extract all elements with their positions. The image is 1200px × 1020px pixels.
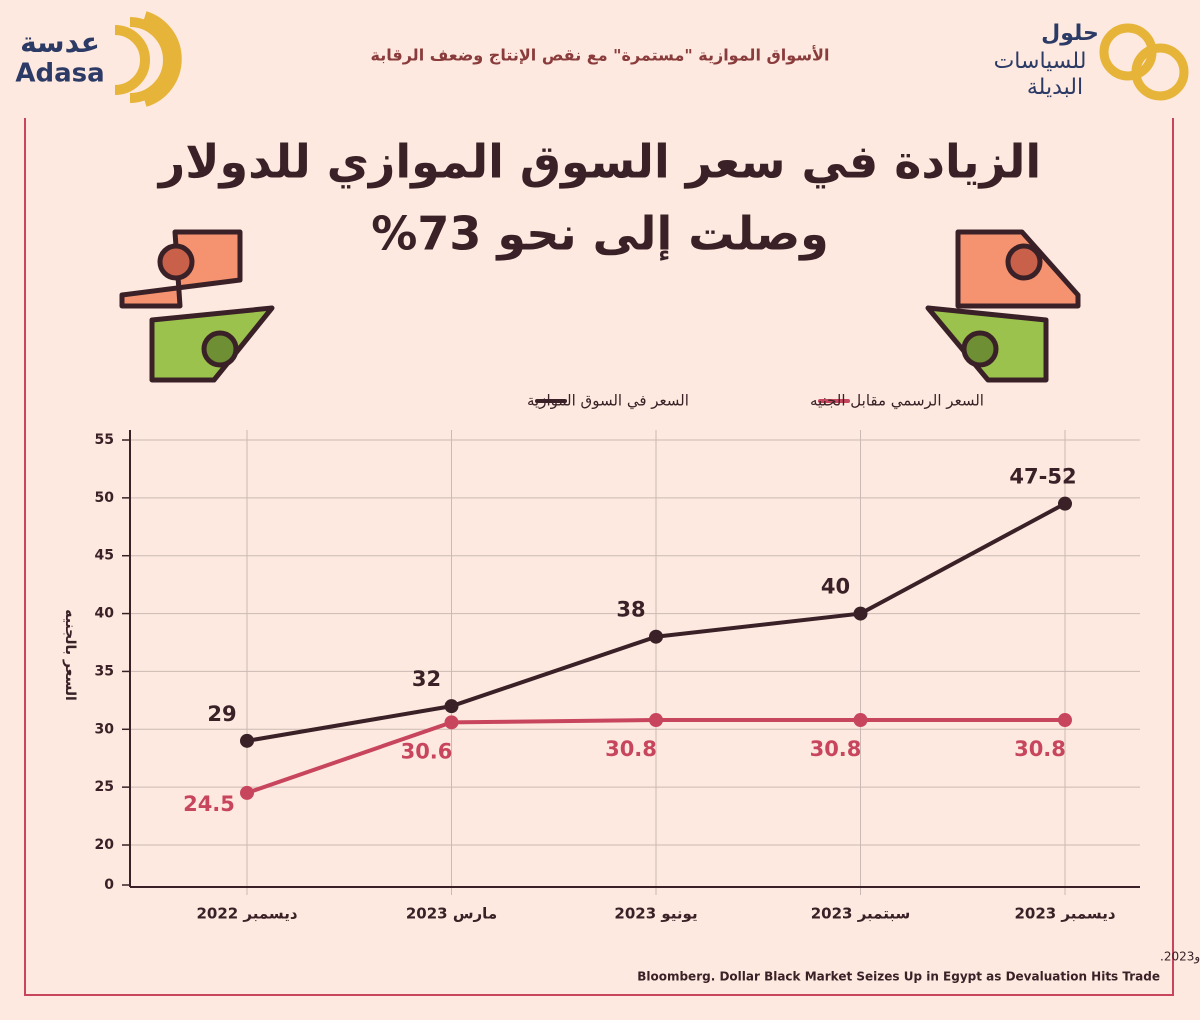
data-point <box>649 629 663 644</box>
legend-label: السعر في السوق الموازية <box>527 392 689 411</box>
data-label: 30.8 <box>810 737 862 761</box>
logo-text: Adasa <box>15 59 104 89</box>
money-icon <box>119 229 275 383</box>
adasa-logo <box>114 11 182 107</box>
y-axis-label: السعر بالجنيه <box>62 609 78 701</box>
frame <box>24 118 1174 996</box>
source: المصادر: البنك المركزي المصري. (2022 و20… <box>1160 949 1200 965</box>
data-point <box>649 713 663 728</box>
data-label: 30.8 <box>605 737 657 761</box>
data-label: 40 <box>821 575 850 599</box>
logo-text: البديلة <box>1027 75 1083 100</box>
x-tick-label: مارس 2023 <box>406 905 497 923</box>
data-label: 32 <box>412 667 441 691</box>
y-tick-label: 30 <box>95 721 115 737</box>
x-tick-label: يونيو 2023 <box>614 905 697 923</box>
chart-title: الزيادة في سعر السوق الموازي للدولار <box>157 135 1041 189</box>
data-label: 30.8 <box>1014 737 1066 761</box>
y-tick-label: 0 <box>104 877 114 893</box>
data-point <box>1058 713 1072 728</box>
data-point <box>444 699 459 714</box>
header-subtitle: الأسواق الموازية "مستمرة" مع نقص الإنتاج… <box>371 46 830 65</box>
data-label: 29 <box>207 702 236 726</box>
y-tick-label: 35 <box>95 663 114 679</box>
logo-text: للسياسات <box>994 49 1087 74</box>
x-tick-label: ديسمبر 2023 <box>1014 905 1115 923</box>
y-tick-label: 20 <box>95 837 115 853</box>
data-point <box>240 785 254 800</box>
chart-title: وصلت إلى نحو 73% <box>371 207 829 262</box>
source: Bloomberg. Dollar Black Market Seizes Up… <box>637 970 1160 984</box>
data-point <box>240 733 254 748</box>
x-tick-label: سبتمبر 2023 <box>811 905 910 923</box>
data-label: 30.6 <box>401 739 453 763</box>
data-label: 47-52 <box>1009 465 1076 489</box>
y-tick-label: 55 <box>95 432 114 448</box>
data-point <box>444 715 459 730</box>
data-label: 24.5 <box>183 792 235 816</box>
data-point <box>1058 496 1072 511</box>
logo-text: عدسة <box>20 26 100 59</box>
data-point <box>853 713 868 728</box>
x-tick-label: ديسمبر 2022 <box>196 905 297 923</box>
money-icon <box>925 229 1081 383</box>
legend-label: السعر الرسمي مقابل الجنيه <box>810 392 984 411</box>
data-label: 38 <box>616 598 645 622</box>
logo-text: حلول <box>1041 21 1099 46</box>
data-point <box>853 606 868 621</box>
y-tick-label: 25 <box>95 779 114 795</box>
hulul-logo <box>1099 23 1189 101</box>
y-tick-label: 50 <box>95 490 115 506</box>
y-tick-label: 45 <box>95 548 114 564</box>
y-tick-label: 40 <box>95 606 115 622</box>
